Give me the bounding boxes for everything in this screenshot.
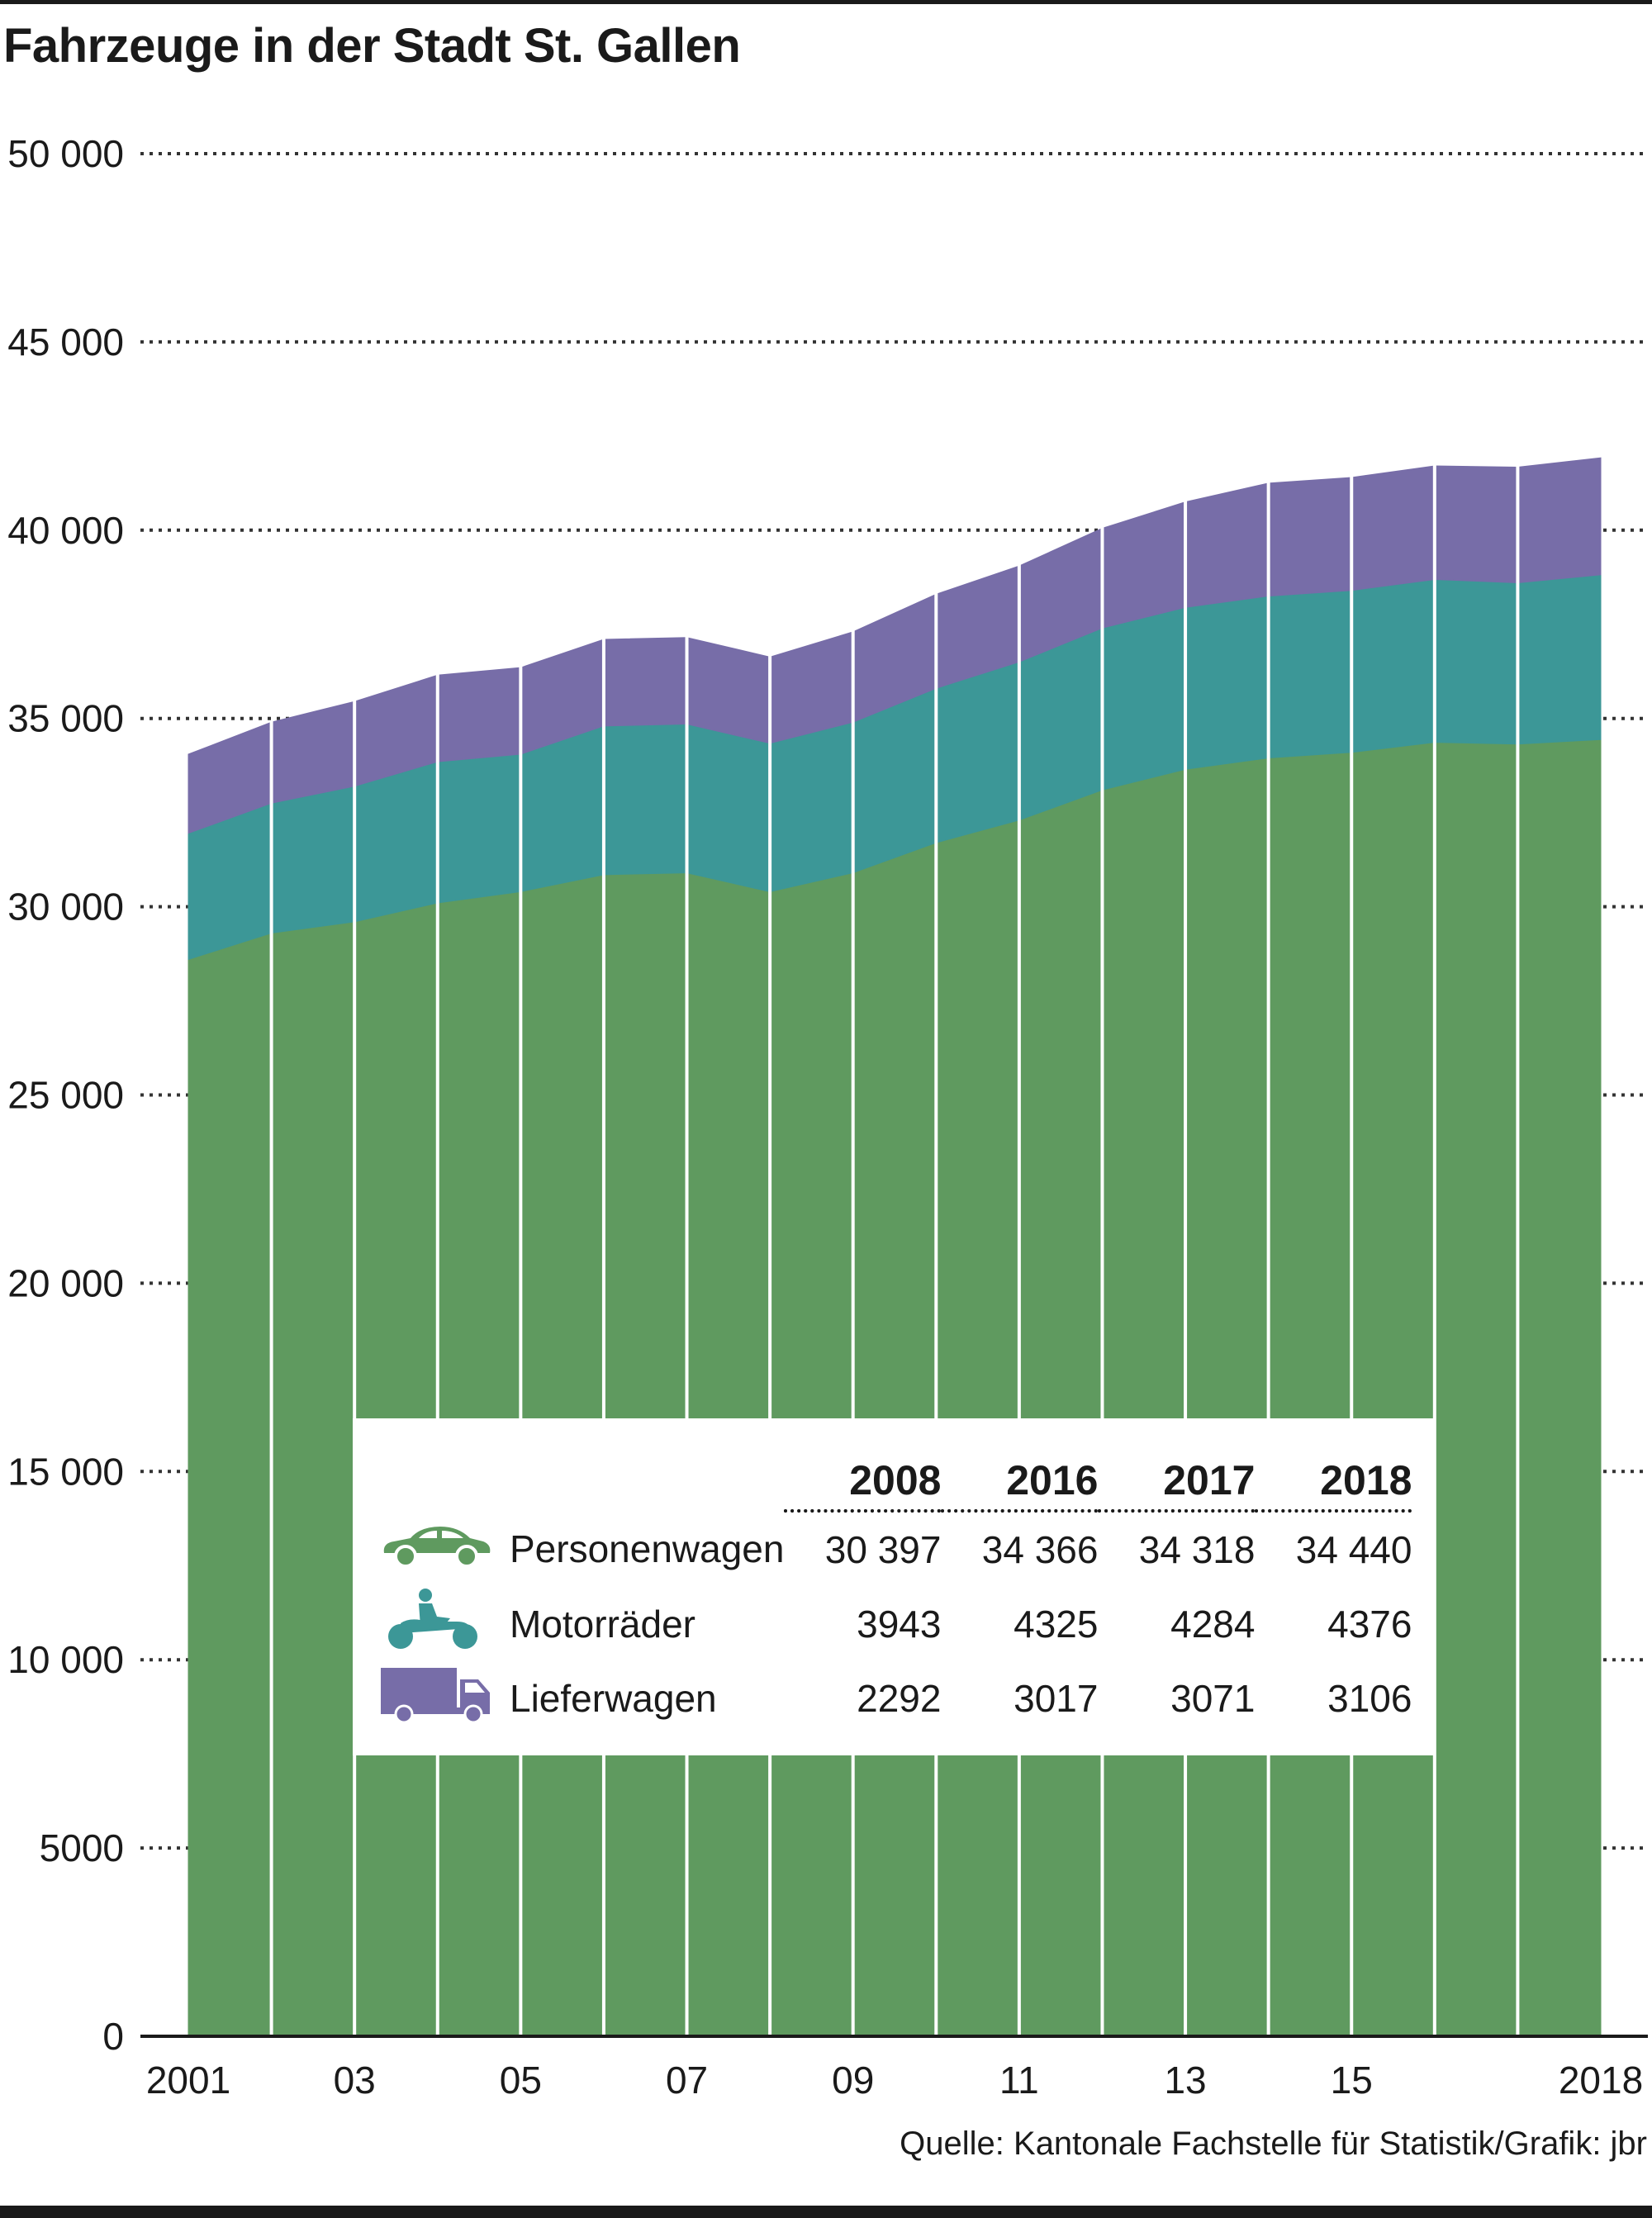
y-tick-label: 30 000 [7,886,124,929]
value-lieferwagen-2016: 3017 [1014,1677,1099,1720]
value-motorraeder-2008: 3943 [857,1603,942,1646]
y-tick-label: 5000 [40,1826,124,1869]
source-note: Quelle: Kantonale Fachstelle für Statist… [900,2125,1647,2162]
x-tick-label: 05 [500,2059,542,2102]
value-motorraeder-2016: 4325 [1014,1603,1099,1646]
column-header-2016: 2016 [941,1451,1099,1513]
column-header-2017: 2017 [1098,1451,1256,1513]
y-tick-label: 25 000 [7,1074,124,1117]
y-tick-label: 20 000 [7,1261,124,1304]
legend-label-motorraeder: Motorräder [510,1603,695,1646]
data-table-legend: 2008 2016 2017 2018 Personenwagen 30 397 [353,1418,1435,1755]
value-lieferwagen-2018: 3106 [1327,1677,1412,1720]
x-tick-label: 2001 [146,2059,230,2102]
value-personenwagen-2016: 34 366 [981,1528,1099,1571]
column-header-2018: 2018 [1255,1451,1412,1513]
y-tick-label: 45 000 [7,321,124,363]
x-tick-label: 15 [1331,2059,1373,2102]
legend-label-lieferwagen: Lieferwagen [510,1677,717,1720]
y-tick-label: 10 000 [7,1638,124,1681]
car-icon [383,1526,491,1568]
top-rule [0,0,1652,4]
value-personenwagen-2008: 30 397 [824,1528,942,1571]
value-personenwagen-2018: 34 440 [1295,1528,1412,1571]
y-tick-label: 0 [102,2015,124,2058]
y-tick-label: 50 000 [7,132,124,175]
x-tick-label: 13 [1164,2059,1206,2102]
x-tick-label: 07 [666,2059,708,2102]
area-personenwagen [188,739,1602,2037]
truck-icon [381,1667,490,1723]
x-tick-label: 11 [999,2059,1039,2102]
x-tick-label: 09 [832,2059,874,2102]
y-tick-label: 15 000 [7,1450,124,1493]
y-tick-label: 40 000 [7,509,124,552]
value-motorraeder-2017: 4284 [1170,1603,1256,1646]
y-tick-label: 35 000 [7,697,124,740]
legend-label-personenwagen: Personenwagen [510,1527,785,1570]
x-tick-label: 03 [334,2059,376,2102]
legend-row-lieferwagen: Lieferwagen 2292 3017 3071 3106 [377,1661,1412,1736]
bottom-rule [0,2206,1652,2218]
column-header-2008: 2008 [784,1451,942,1513]
motorcycle-icon [388,1588,477,1649]
legend-row-personenwagen: Personenwagen 30 397 34 366 34 318 34 44… [377,1511,1412,1587]
x-tick-label: 2018 [1559,2059,1643,2102]
chart-title: Fahrzeuge in der Stadt St. Gallen [3,19,741,73]
value-lieferwagen-2017: 3071 [1170,1677,1256,1720]
value-personenwagen-2017: 34 318 [1138,1528,1256,1571]
value-motorraeder-2018: 4376 [1327,1603,1412,1646]
legend-row-motorraeder: Motorräder 3943 4325 4284 4376 [377,1587,1412,1661]
value-lieferwagen-2008: 2292 [857,1677,942,1720]
